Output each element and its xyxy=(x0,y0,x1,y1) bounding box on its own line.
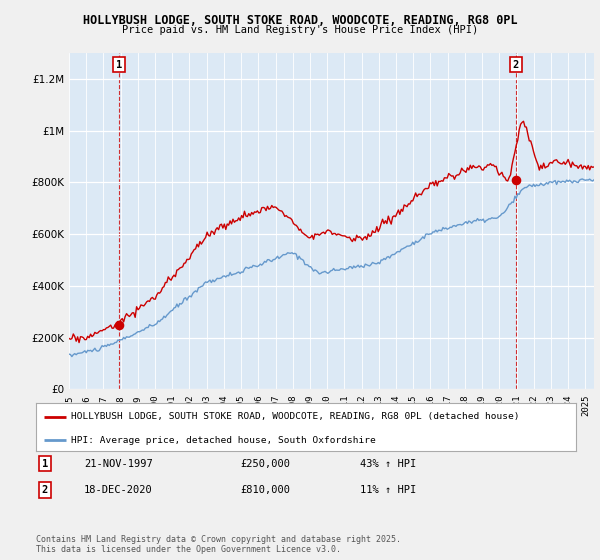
Text: 1: 1 xyxy=(116,60,122,70)
Text: 11% ↑ HPI: 11% ↑ HPI xyxy=(360,485,416,495)
Text: HOLLYBUSH LODGE, SOUTH STOKE ROAD, WOODCOTE, READING, RG8 0PL (detached house): HOLLYBUSH LODGE, SOUTH STOKE ROAD, WOODC… xyxy=(71,412,520,421)
Text: 2: 2 xyxy=(42,485,48,495)
Text: £810,000: £810,000 xyxy=(240,485,290,495)
Point xyxy=(114,320,124,329)
Text: 43% ↑ HPI: 43% ↑ HPI xyxy=(360,459,416,469)
Text: 18-DEC-2020: 18-DEC-2020 xyxy=(84,485,153,495)
Text: 2: 2 xyxy=(513,60,519,70)
Text: Contains HM Land Registry data © Crown copyright and database right 2025.
This d: Contains HM Land Registry data © Crown c… xyxy=(36,535,401,554)
Text: HPI: Average price, detached house, South Oxfordshire: HPI: Average price, detached house, Sout… xyxy=(71,436,376,445)
Text: 1: 1 xyxy=(42,459,48,469)
Text: 21-NOV-1997: 21-NOV-1997 xyxy=(84,459,153,469)
Text: HOLLYBUSH LODGE, SOUTH STOKE ROAD, WOODCOTE, READING, RG8 0PL: HOLLYBUSH LODGE, SOUTH STOKE ROAD, WOODC… xyxy=(83,14,517,27)
Text: Price paid vs. HM Land Registry's House Price Index (HPI): Price paid vs. HM Land Registry's House … xyxy=(122,25,478,35)
Text: £250,000: £250,000 xyxy=(240,459,290,469)
Point xyxy=(511,175,521,184)
